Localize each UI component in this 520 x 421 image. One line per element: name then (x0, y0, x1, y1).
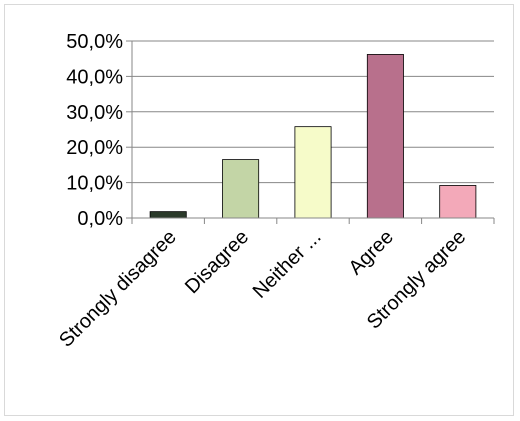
x-tick-label: Strongly disagree (55, 226, 181, 352)
y-tick-label: 0,0% (77, 208, 123, 230)
x-tick-label: Neither ... (249, 226, 326, 303)
y-tick-label: 40,0% (66, 66, 123, 88)
bar (222, 159, 260, 219)
x-tick-label: Agree (345, 226, 398, 279)
y-tick-label: 20,0% (66, 137, 123, 159)
x-tick-label: Disagree (181, 226, 253, 298)
bar (149, 211, 187, 219)
bar (294, 126, 332, 219)
bar (439, 185, 477, 219)
y-tick-label: 50,0% (66, 31, 123, 53)
bar (366, 54, 404, 219)
axes (126, 40, 495, 224)
bars (149, 54, 477, 219)
y-tick-label: 10,0% (66, 173, 123, 195)
y-tick-labels: 0,0% 10,0% 20,0% 30,0% 40,0% 50,0% (66, 31, 123, 230)
y-tick-label: 30,0% (66, 102, 123, 124)
